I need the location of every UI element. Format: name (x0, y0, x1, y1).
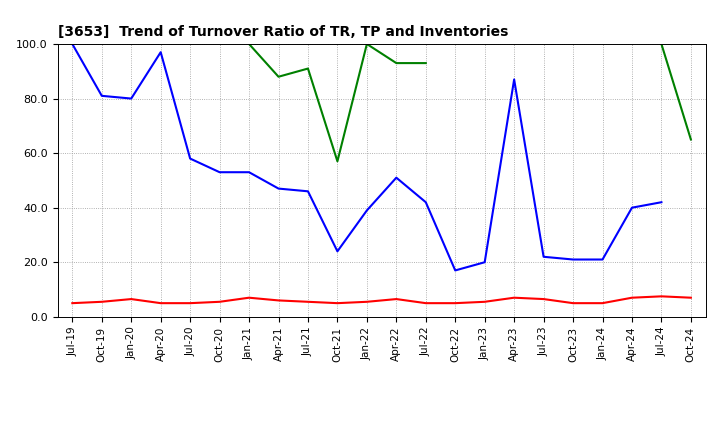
Trade Payables (304, 189, 312, 194)
Trade Payables (156, 50, 165, 55)
Trade Payables (510, 77, 518, 82)
Trade Payables (127, 96, 135, 101)
Inventories (245, 41, 253, 47)
Line: Trade Payables: Trade Payables (72, 44, 662, 271)
Line: Inventories: Inventories (249, 44, 426, 161)
Inventories (274, 74, 283, 79)
Line: Trade Receivables: Trade Receivables (72, 297, 691, 303)
Trade Receivables (156, 301, 165, 306)
Trade Receivables (657, 294, 666, 299)
Trade Receivables (127, 297, 135, 302)
Trade Payables (215, 169, 224, 175)
Trade Receivables (569, 301, 577, 306)
Trade Receivables (274, 298, 283, 303)
Trade Receivables (333, 301, 342, 306)
Trade Payables (539, 254, 548, 260)
Inventories (392, 60, 400, 66)
Trade Receivables (510, 295, 518, 301)
Trade Receivables (628, 295, 636, 301)
Trade Payables (598, 257, 607, 262)
Trade Payables (480, 260, 489, 265)
Trade Payables (97, 93, 106, 99)
Text: [3653]  Trend of Turnover Ratio of TR, TP and Inventories: [3653] Trend of Turnover Ratio of TR, TP… (58, 25, 508, 39)
Trade Receivables (687, 295, 696, 301)
Trade Payables (569, 257, 577, 262)
Inventories (421, 60, 430, 66)
Trade Receivables (68, 301, 76, 306)
Trade Receivables (215, 299, 224, 304)
Trade Receivables (304, 299, 312, 304)
Trade Payables (628, 205, 636, 210)
Trade Receivables (97, 299, 106, 304)
Trade Receivables (392, 297, 400, 302)
Trade Receivables (245, 295, 253, 301)
Trade Receivables (480, 299, 489, 304)
Trade Receivables (598, 301, 607, 306)
Trade Payables (68, 41, 76, 47)
Trade Receivables (186, 301, 194, 306)
Trade Payables (657, 200, 666, 205)
Trade Payables (274, 186, 283, 191)
Inventories (333, 159, 342, 164)
Trade Payables (186, 156, 194, 161)
Trade Payables (451, 268, 459, 273)
Inventories (304, 66, 312, 71)
Trade Receivables (451, 301, 459, 306)
Trade Payables (245, 169, 253, 175)
Trade Payables (421, 200, 430, 205)
Trade Receivables (363, 299, 372, 304)
Trade Payables (333, 249, 342, 254)
Trade Payables (392, 175, 400, 180)
Trade Receivables (539, 297, 548, 302)
Trade Payables (363, 208, 372, 213)
Inventories (363, 41, 372, 47)
Trade Receivables (421, 301, 430, 306)
